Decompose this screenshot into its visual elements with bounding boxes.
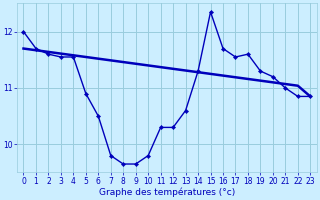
X-axis label: Graphe des températures (°c): Graphe des températures (°c) <box>99 187 235 197</box>
